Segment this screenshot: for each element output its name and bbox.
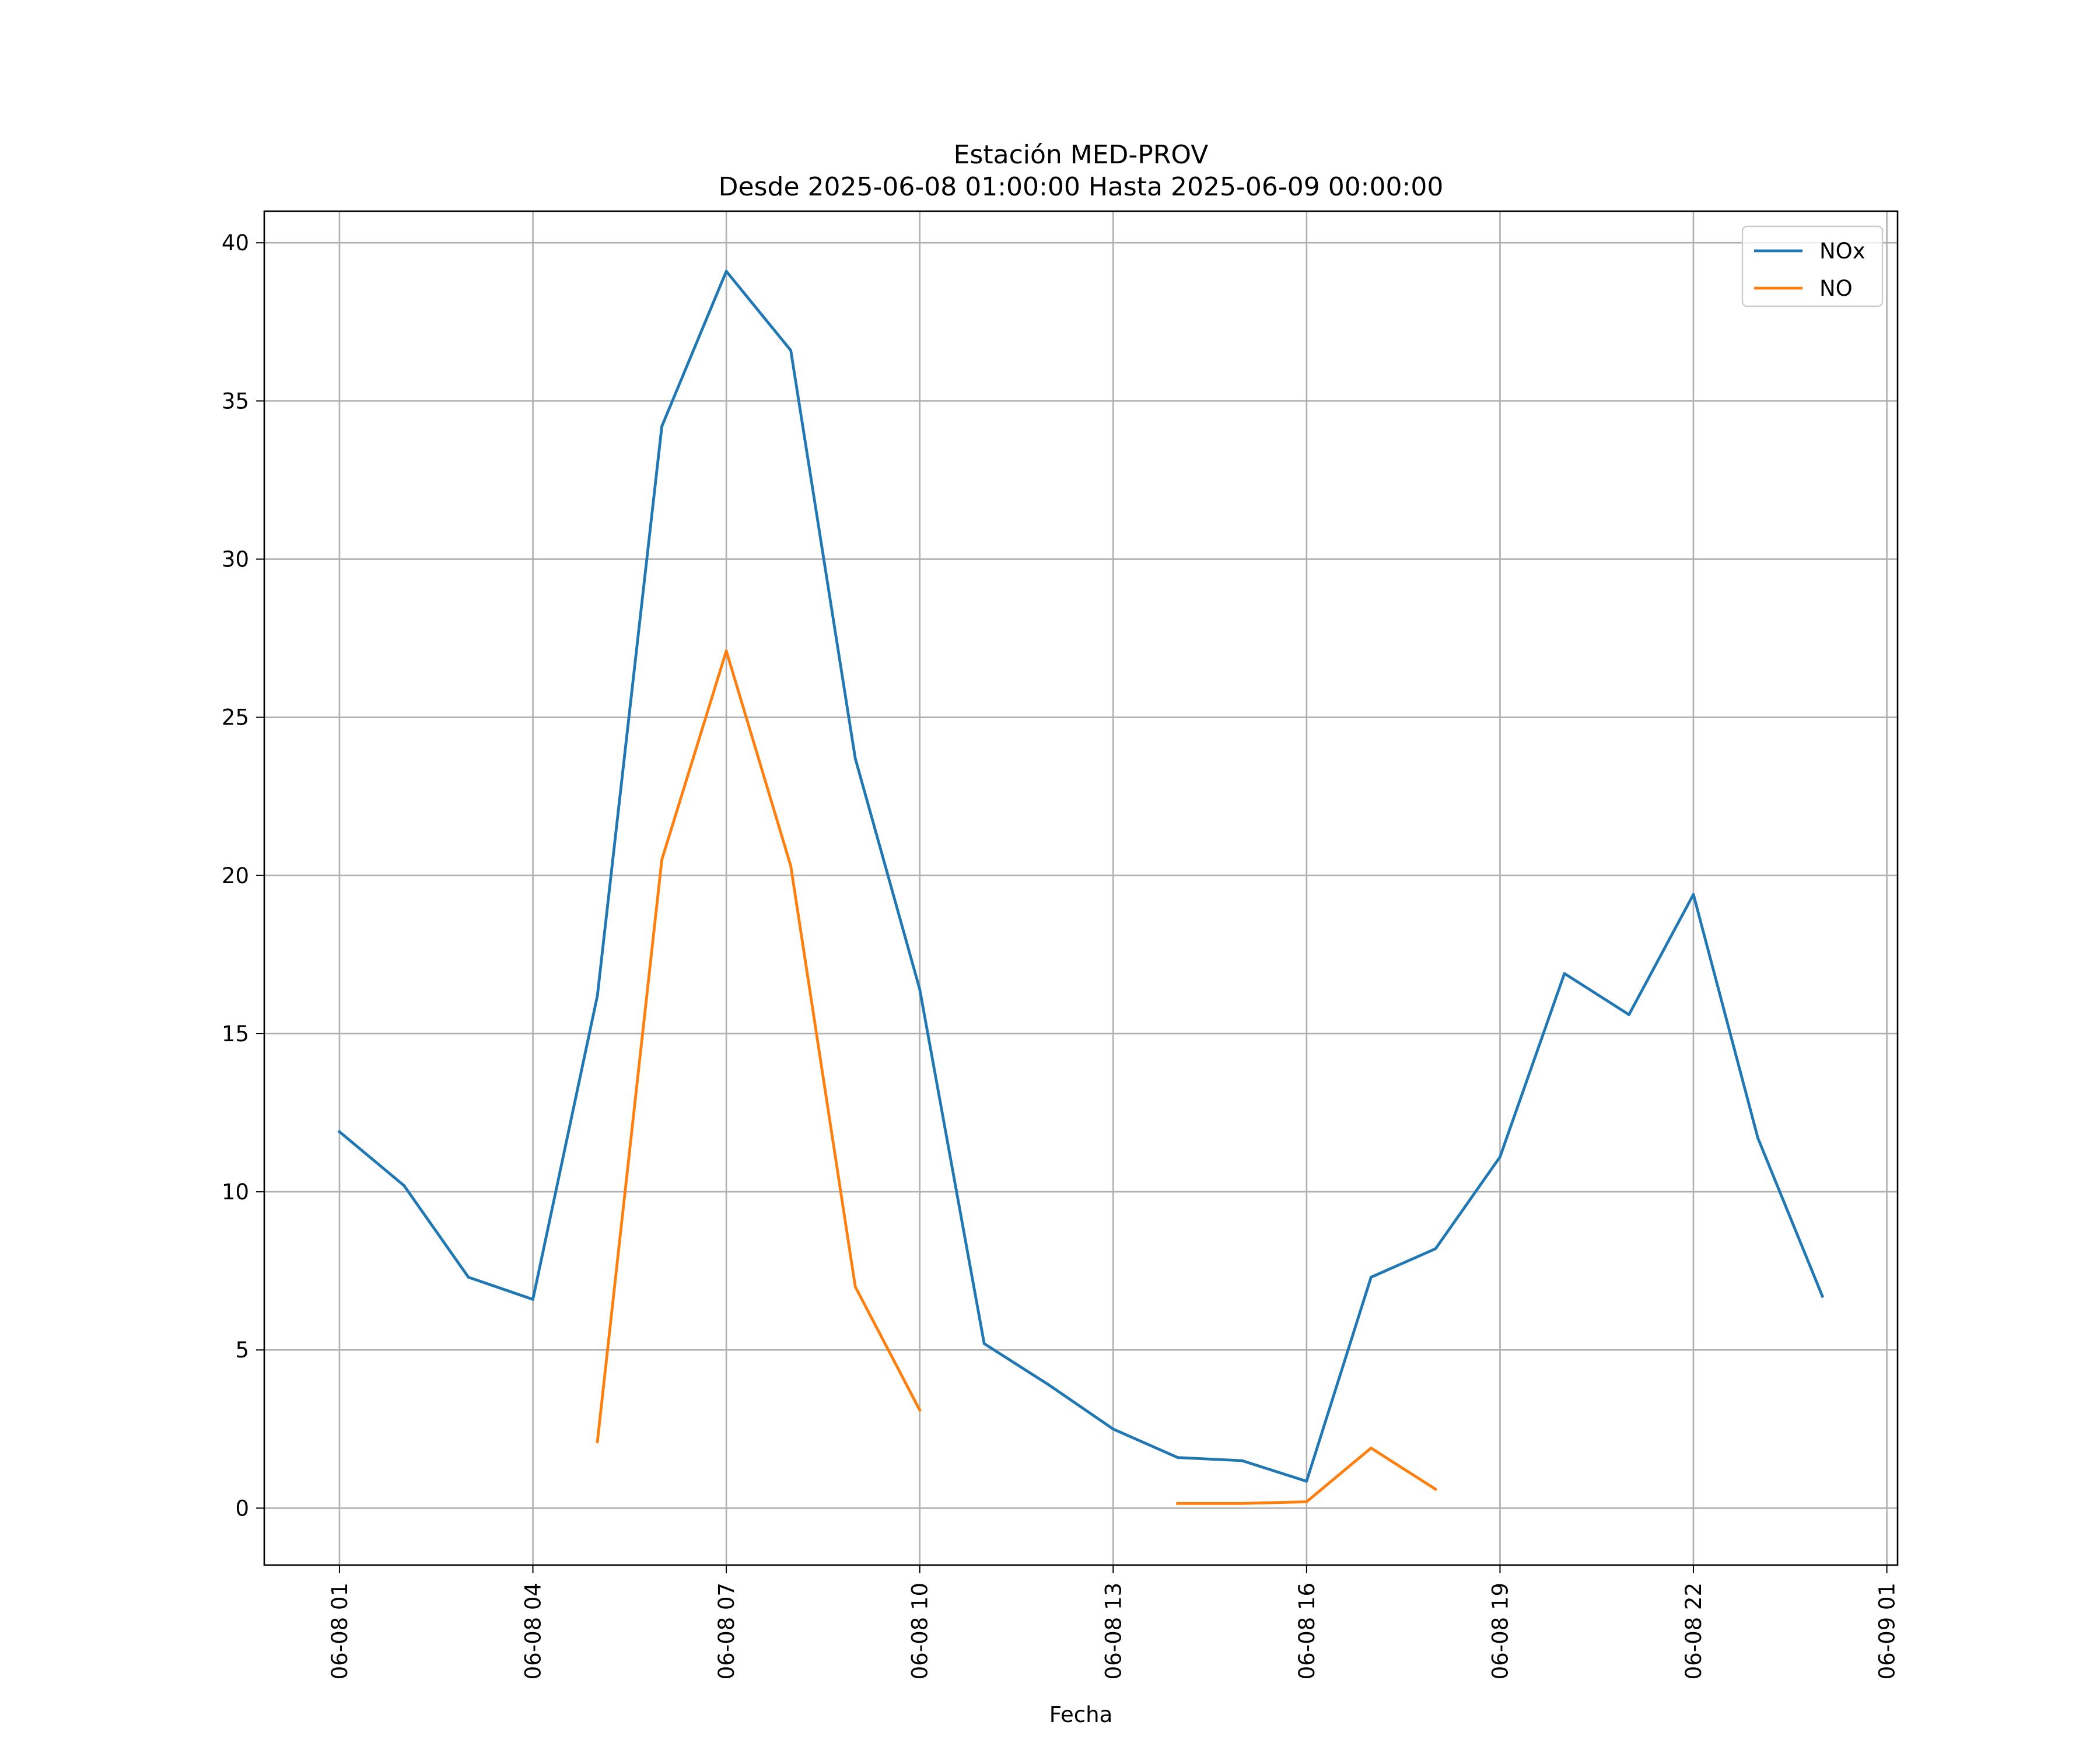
x-tick-label: 06-08 16: [1294, 1583, 1320, 1679]
data-point-nox: [338, 1130, 341, 1133]
data-point-nox: [1692, 892, 1695, 896]
plot-frame: [263, 210, 1899, 1566]
data-point-no: [660, 858, 663, 862]
legend-label-nox: NOx: [1819, 239, 1866, 264]
data-point-nox: [531, 1298, 534, 1301]
data-point-nox: [1434, 1247, 1437, 1251]
legend-label-no: NO: [1819, 276, 1853, 301]
data-point-nox: [1111, 1427, 1115, 1431]
y-tick-label: 30: [222, 547, 249, 572]
series-line-no: [596, 649, 922, 1444]
data-point-nox: [918, 988, 922, 991]
series-layer: [337, 270, 1825, 1505]
x-tick-label: 06-08 22: [1681, 1583, 1706, 1679]
data-point-nox: [1499, 1156, 1502, 1158]
y-tick-label: 5: [235, 1338, 249, 1363]
y-tick-label: 40: [222, 230, 249, 256]
data-point-nox: [1821, 1294, 1824, 1298]
data-point-no: [918, 1408, 922, 1412]
data-point-nox: [402, 1184, 405, 1187]
data-point-nox: [596, 994, 599, 998]
x-tick-label: 06-08 19: [1488, 1583, 1513, 1679]
y-tick-label: 25: [222, 705, 249, 730]
data-point-nox: [1370, 1276, 1373, 1279]
data-point-no: [1176, 1502, 1180, 1505]
data-point-nox: [1047, 1383, 1051, 1387]
data-point-nox: [982, 1342, 986, 1345]
data-point-nox: [1240, 1459, 1244, 1462]
data-point-nox: [660, 425, 663, 428]
x-tick-label: 06-08 13: [1101, 1583, 1126, 1679]
data-point-nox: [853, 757, 857, 760]
series-nox: [337, 270, 1825, 1483]
x-tick-label: 06-08 04: [521, 1583, 546, 1679]
x-axis-label: Fecha: [1049, 1702, 1113, 1727]
data-point-nox: [724, 270, 728, 273]
data-point-no: [596, 1440, 599, 1443]
x-tick-label: 06-08 07: [714, 1583, 739, 1679]
data-point-no: [1240, 1502, 1244, 1505]
grid: [264, 211, 1898, 1565]
y-tick-label: 0: [235, 1496, 249, 1521]
x-tick-label: 06-08 01: [327, 1583, 352, 1679]
data-point-no: [724, 649, 728, 653]
legend-box: [1741, 225, 1884, 307]
data-point-no: [1370, 1447, 1373, 1450]
x-tick-label: 06-08 10: [908, 1583, 933, 1679]
x-axis: 06-08 01 06-08 04 06-08 07 06-08 10 06-08 13…: [327, 1565, 1900, 1679]
data-point-no: [789, 864, 792, 867]
chart-title: Estación MED-PROV: [954, 140, 1209, 170]
legend: NOx NO: [1741, 225, 1884, 307]
data-point-no: [1305, 1500, 1308, 1503]
data-point-nox: [1176, 1456, 1180, 1460]
y-tick-label: 15: [222, 1021, 249, 1046]
series-no: [596, 649, 1438, 1505]
y-tick-label: 10: [222, 1180, 249, 1205]
series-line-nox: [337, 270, 1825, 1483]
data-point-no: [853, 1285, 857, 1289]
data-point-no: [1434, 1488, 1437, 1491]
x-tick-label: 06-09 01: [1875, 1583, 1900, 1679]
data-point-nox: [1756, 1136, 1759, 1140]
data-point-nox: [1628, 1013, 1630, 1016]
chart-subtitle: Desde 2025-06-08 01:00:00 Hasta 2025-06-…: [719, 172, 1444, 202]
y-axis: 0 5 10 15 20 25 30 35 40: [222, 230, 264, 1521]
data-point-nox: [1563, 972, 1566, 975]
y-tick-label: 20: [222, 863, 249, 888]
data-point-nox: [467, 1276, 470, 1279]
data-point-nox: [1305, 1479, 1308, 1483]
y-tick-label: 35: [222, 388, 249, 414]
data-point-nox: [789, 349, 792, 352]
